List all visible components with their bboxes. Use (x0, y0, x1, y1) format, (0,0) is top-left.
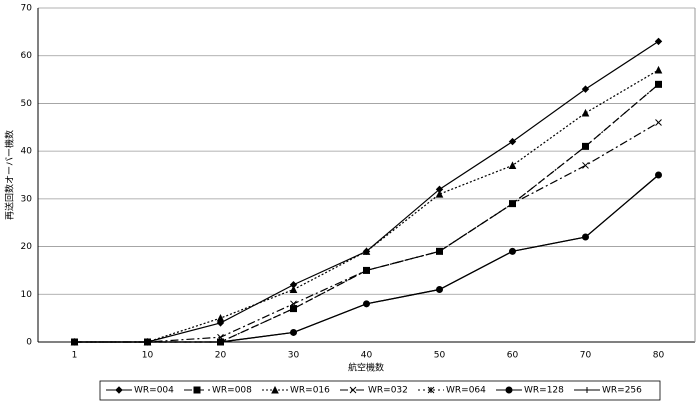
x-tick-label: 70 (580, 351, 592, 361)
marker (144, 339, 151, 345)
marker (217, 339, 224, 345)
y-tick-label: 10 (21, 290, 33, 300)
legend-marker (193, 386, 201, 394)
marker (290, 300, 297, 308)
legend-label: WR=128 (524, 386, 564, 396)
marker (508, 137, 517, 146)
y-axis-label: 再送回数オーバー機数 (4, 130, 16, 220)
marker (655, 80, 662, 88)
marker (435, 189, 444, 198)
x-tick-label: 1 (72, 351, 78, 361)
marker (71, 339, 78, 345)
y-tick-label: 50 (21, 99, 33, 109)
marker (581, 108, 590, 117)
legend-box (99, 380, 661, 401)
marker (655, 172, 662, 178)
legend-label: WR=032 (368, 386, 408, 396)
y-tick-label: 0 (26, 338, 32, 348)
x-axis-label: 航空機数 (348, 362, 384, 374)
legend-marker (427, 386, 435, 394)
marker (436, 247, 443, 255)
marker (582, 234, 589, 241)
y-tick-label: 60 (21, 51, 33, 61)
marker (289, 285, 298, 294)
legend-label: WR=064 (446, 386, 486, 396)
series-line (74, 121, 659, 343)
legend-label: WR=004 (134, 386, 174, 396)
legend-marker (349, 386, 357, 394)
x-tick-label: 40 (361, 351, 373, 361)
series-line (74, 40, 659, 343)
legend-label: WR=008 (212, 386, 252, 396)
x-tick-label: 80 (653, 351, 665, 361)
legend-label: WR=016 (290, 386, 330, 396)
marker (363, 267, 370, 274)
series-line (74, 174, 659, 343)
marker (509, 248, 516, 255)
marker (508, 161, 517, 169)
marker (582, 162, 589, 169)
x-tick-label: 60 (507, 351, 519, 361)
marker (362, 247, 371, 255)
marker (655, 119, 662, 126)
y-tick-label: 20 (21, 242, 33, 252)
marker (509, 200, 516, 207)
marker (654, 65, 663, 74)
marker (290, 329, 297, 336)
x-tick-label: 30 (288, 351, 300, 361)
x-tick-label: 10 (142, 351, 154, 361)
marker (581, 85, 590, 93)
marker (436, 286, 443, 293)
marker (290, 305, 297, 312)
y-tick-label: 30 (21, 194, 33, 204)
y-tick-label: 40 (21, 147, 33, 157)
legend-marker (505, 386, 513, 394)
marker (216, 319, 225, 327)
x-tick-label: 50 (434, 351, 446, 361)
legend-marker (271, 385, 279, 394)
series-line (74, 69, 659, 343)
marker (363, 300, 370, 307)
series-line (74, 174, 659, 343)
marker (582, 143, 589, 150)
legend-label: WR=256 (602, 386, 642, 396)
x-tick-label: 20 (215, 351, 227, 361)
y-tick-label: 70 (21, 4, 33, 14)
marker (216, 314, 225, 322)
legend-marker (584, 387, 590, 393)
marker (654, 37, 663, 46)
legend-marker (115, 386, 123, 394)
